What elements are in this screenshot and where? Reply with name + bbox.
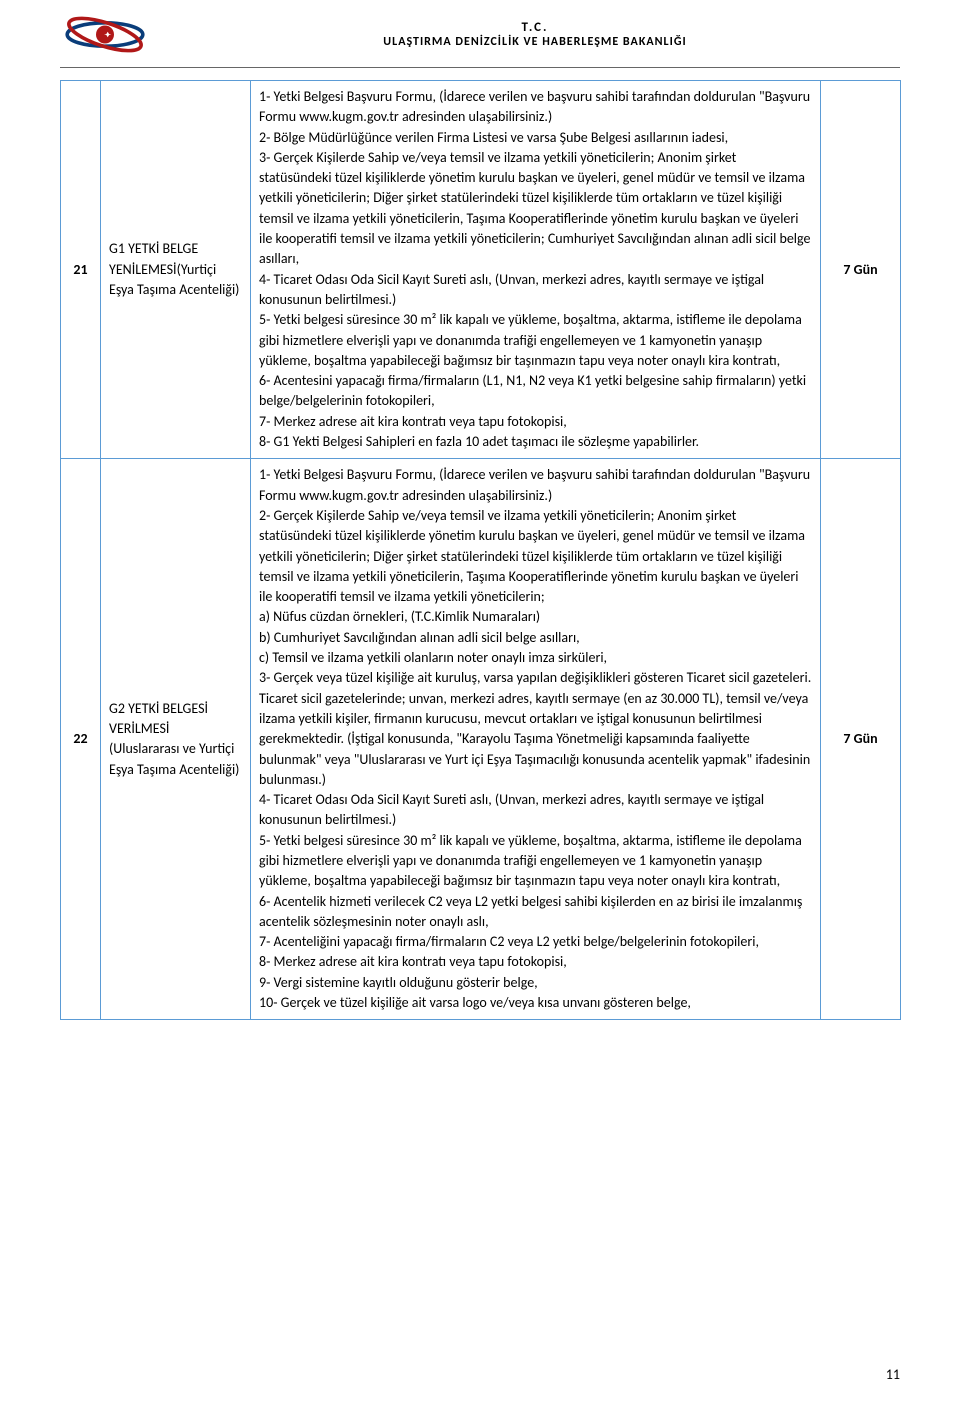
page-header: T.C. ULAŞTIRMA DENİZCİLİK VE HABERLEŞME … bbox=[0, 0, 960, 65]
row-title: G2 YETKİ BELGESİ VERİLMESİ (Uluslararası… bbox=[101, 459, 251, 1020]
table-row: 21 G1 YETKİ BELGE YENİLEMESİ(Yurtiçi Eşy… bbox=[61, 81, 901, 459]
row-title: G1 YETKİ BELGE YENİLEMESİ(Yurtiçi Eşya T… bbox=[101, 81, 251, 459]
ministry-line1: T.C. bbox=[270, 20, 800, 35]
row-number: 21 bbox=[61, 81, 101, 459]
header-divider bbox=[60, 67, 900, 68]
table-row: 22 G2 YETKİ BELGESİ VERİLMESİ (Uluslarar… bbox=[61, 459, 901, 1020]
row-duration: 7 Gün bbox=[821, 459, 901, 1020]
content-table: 21 G1 YETKİ BELGE YENİLEMESİ(Yurtiçi Eşy… bbox=[60, 80, 901, 1020]
page-number: 11 bbox=[886, 1366, 900, 1383]
row-duration: 7 Gün bbox=[821, 81, 901, 459]
ministry-title: T.C. ULAŞTIRMA DENİZCİLİK VE HABERLEŞME … bbox=[270, 20, 800, 49]
row-number: 22 bbox=[61, 459, 101, 1020]
ministry-logo-icon bbox=[60, 12, 150, 57]
ministry-line2: ULAŞTIRMA DENİZCİLİK VE HABERLEŞME BAKAN… bbox=[270, 35, 800, 49]
row-description: 1- Yetki Belgesi Başvuru Formu, (İdarece… bbox=[251, 81, 821, 459]
row-description: 1- Yetki Belgesi Başvuru Formu, (İdarece… bbox=[251, 459, 821, 1020]
